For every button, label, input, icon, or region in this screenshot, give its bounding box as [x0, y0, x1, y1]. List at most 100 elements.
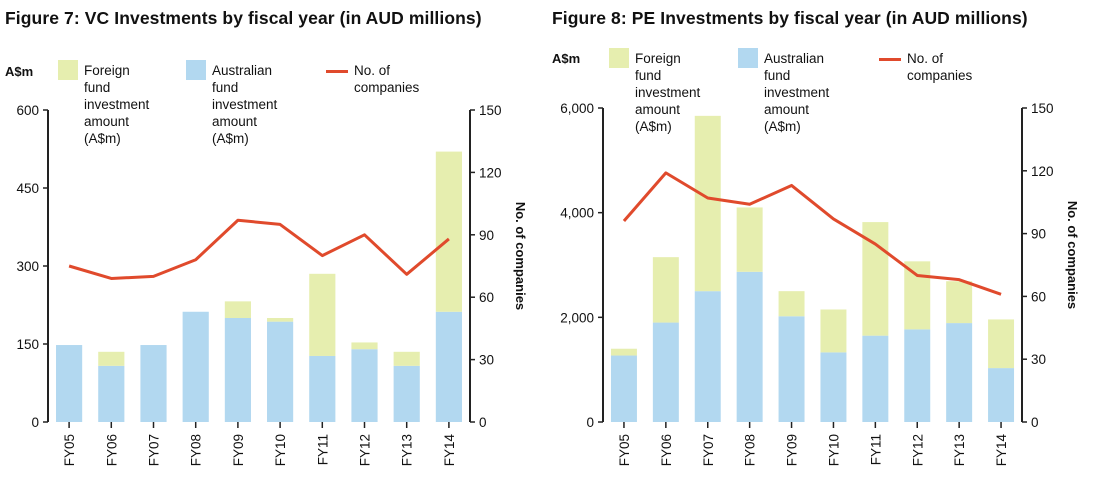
line-no-of-companies [68, 218, 450, 280]
bar-australian-FY05 [56, 345, 83, 422]
bar-australian-FY09 [224, 318, 251, 422]
figure-7-panel: Figure 7: VC Investments by fiscal year … [0, 0, 548, 488]
bar-foreign-FY08 [736, 207, 763, 272]
y-tick-label-right: 60 [1031, 289, 1046, 304]
legend-foreign-swatch [609, 48, 629, 68]
bar-australian-FY10 [267, 321, 294, 422]
legend-australian-label: Australian fund investment amount (A$m) [764, 51, 830, 134]
legend-companies-label: No. of companies [354, 63, 420, 95]
x-tick-label: FY06 [104, 434, 119, 466]
bar-foreign-FY06 [98, 351, 125, 366]
bar-foreign-FY14 [988, 319, 1015, 369]
y-tick-label-left: 450 [16, 181, 39, 196]
legend-companies-line [879, 58, 901, 61]
y-axis-right-title: No. of companies [1065, 201, 1080, 309]
x-tick-label: FY14 [442, 434, 457, 467]
bar-foreign-FY05 [610, 348, 637, 356]
bar-foreign-FY13 [393, 351, 420, 366]
bar-foreign-FY13 [946, 281, 973, 324]
y-tick-label-right: 30 [1031, 352, 1046, 367]
y-axis-unit-label: A$m [5, 64, 34, 79]
figure-8-panel: Figure 8: PE Investments by fiscal year … [549, 0, 1097, 488]
x-tick-label: FY11 [315, 434, 330, 465]
bar-foreign-FY09 [224, 301, 251, 318]
chart-title: Figure 8: PE Investments by fiscal year … [552, 8, 1028, 28]
x-tick-label: FY12 [358, 434, 373, 466]
y-tick-label-left: 600 [16, 103, 39, 118]
figure-8-plot: 0 2,000 4,000 6,000 0 30 60 90 120 150 FY05 FY06 FY0… [560, 101, 1080, 467]
legend-australian-swatch [186, 60, 206, 80]
legend-companies-line [326, 70, 348, 73]
y-tick-label-left: 300 [16, 259, 39, 274]
y-tick-label-right: 120 [479, 165, 502, 180]
y-tick-label-right: 120 [1031, 164, 1054, 179]
legend-companies-label: No. of companies [907, 51, 973, 83]
y-tick-label-left: 2,000 [560, 310, 594, 325]
bar-australian-FY13 [393, 365, 420, 422]
x-tick-label: FY08 [189, 434, 204, 466]
y-tick-label-right: 30 [479, 353, 494, 368]
y-tick-label-right: 90 [1031, 227, 1046, 242]
bar-foreign-FY12 [351, 342, 378, 350]
bar-australian-FY10 [820, 352, 847, 422]
bar-australian-FY07 [694, 291, 721, 422]
x-tick-label: FY07 [147, 434, 162, 466]
bar-australian-FY06 [98, 365, 125, 422]
bar-australian-FY05 [610, 355, 637, 422]
figure-7-plot: 0 150 300 450 600 0 30 60 90 120 150 FY05 FY06 FY07 FY… [16, 103, 528, 467]
bar-australian-FY13 [946, 323, 973, 422]
bar-australian-FY09 [778, 316, 805, 422]
x-tick-label: FY13 [952, 434, 967, 466]
bar-australian-FY08 [182, 311, 209, 422]
x-tick-label: FY07 [701, 434, 716, 466]
bar-foreign-FY12 [904, 261, 931, 330]
x-tick-label: FY10 [826, 434, 841, 466]
bar-foreign-FY14 [435, 151, 462, 312]
x-tick-label: FY05 [617, 434, 632, 466]
x-tick-label: FY14 [994, 434, 1009, 467]
bar-australian-FY14 [988, 368, 1015, 422]
legend-australian-swatch [738, 48, 758, 68]
bar-australian-FY11 [309, 355, 336, 422]
bar-australian-FY07 [140, 345, 167, 422]
x-tick-label: FY05 [62, 434, 77, 466]
y-tick-label-right: 0 [1031, 415, 1039, 430]
y-axis-right-title: No. of companies [513, 202, 528, 310]
y-tick-label-right: 90 [479, 228, 494, 243]
y-tick-label-left: 0 [31, 415, 39, 430]
legend-australian-label: Australian fund investment amount (A$m) [212, 63, 278, 146]
x-tick-label: FY06 [659, 434, 674, 466]
bar-foreign-FY09 [778, 291, 805, 317]
bar-foreign-FY11 [309, 273, 336, 356]
bar-foreign-FY11 [862, 222, 889, 336]
chart-title: Figure 7: VC Investments by fiscal year … [5, 8, 482, 28]
y-tick-label-left: 0 [586, 415, 594, 430]
x-tick-label: FY12 [910, 434, 925, 466]
bar-australian-FY14 [435, 311, 462, 422]
x-tick-label: FY09 [231, 434, 246, 466]
y-tick-label-right: 150 [1031, 101, 1054, 116]
legend-foreign-swatch [58, 60, 78, 80]
y-tick-label-left: 6,000 [560, 101, 594, 116]
bar-foreign-FY10 [820, 309, 847, 353]
x-tick-label: FY08 [743, 434, 758, 466]
y-tick-label-left: 4,000 [560, 206, 594, 221]
y-axis-unit-label: A$m [552, 51, 581, 66]
bar-foreign-FY10 [267, 318, 294, 322]
x-tick-label: FY11 [868, 434, 883, 465]
y-tick-label-right: 60 [479, 290, 494, 305]
bar-australian-FY06 [652, 322, 679, 422]
legend-foreign-label: Foreign fund investment amount (A$m) [84, 63, 150, 146]
x-tick-label: FY09 [785, 434, 800, 466]
x-tick-label: FY10 [273, 434, 288, 466]
legend-foreign-label: Foreign fund investment amount (A$m) [635, 51, 701, 134]
bar-australian-FY08 [736, 271, 763, 422]
y-tick-label-left: 150 [16, 337, 39, 352]
y-tick-label-right: 0 [479, 415, 487, 430]
bar-australian-FY11 [862, 335, 889, 422]
y-tick-label-right: 150 [479, 103, 502, 118]
bar-australian-FY12 [904, 329, 931, 422]
bar-australian-FY12 [351, 349, 378, 422]
x-tick-label: FY13 [400, 434, 415, 466]
line-no-of-companies [622, 171, 1002, 296]
